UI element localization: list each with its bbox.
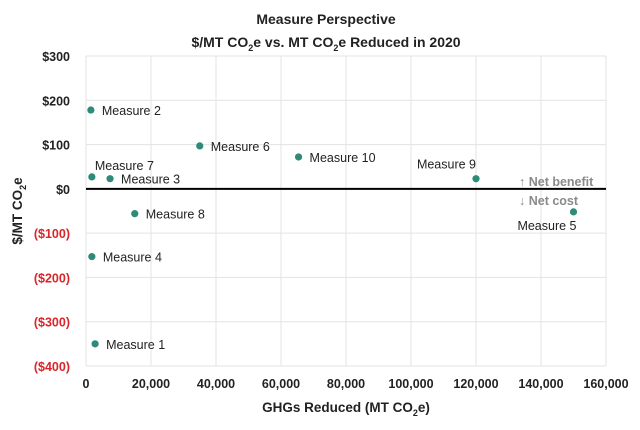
data-point [294,153,303,161]
y-axis-label: $/MT CO2e [10,177,28,245]
data-point [569,208,578,216]
x-axis-ticks: 0 20,000 40,000 60,000 80,000 100,000 120,000 1… [83,377,629,391]
x-tick-label: 0 [83,377,90,391]
data-point-label: Measure 8 [146,208,205,222]
y-axis-ticks: $300 $200 $100 $0 ($100) ($200) ($300) ($400) [34,50,70,374]
y-tick-label: $0 [56,183,70,197]
data-point [87,106,95,114]
y-tick-label: $100 [42,139,70,153]
data-point-label: Measure 6 [211,140,270,154]
data-point [106,175,114,183]
data-point [88,253,96,261]
net-cost-annotation: ↓ Net cost [519,194,579,208]
data-point [196,142,204,150]
x-tick-label: 100,000 [388,377,433,391]
data-point-label: Measure 7 [95,159,154,173]
x-tick-label: 80,000 [327,377,365,391]
x-tick-label: 20,000 [132,377,170,391]
data-point [88,173,96,181]
data-point-label: Measure 10 [310,151,376,165]
chart-title: Measure Perspective [256,11,396,27]
x-axis-label: GHGs Reduced (MT CO2e) [262,400,430,418]
y-tick-label: $200 [42,94,70,108]
data-point [91,340,99,348]
y-tick-label: ($400) [34,360,70,374]
y-tick-label: ($200) [34,271,70,285]
data-point-label: Measure 4 [103,251,162,265]
data-point [131,210,139,218]
data-point [472,175,480,183]
y-tick-label: ($100) [34,227,70,241]
x-tick-label: 160,000 [583,377,628,391]
y-tick-label: ($300) [34,316,70,330]
x-tick-label: 40,000 [197,377,235,391]
chart-subtitle: $/MT CO2e vs. MT CO2e Reduced in 2020 [191,34,460,53]
gridlines [85,55,607,367]
data-point-label: Measure 1 [106,338,165,352]
x-tick-label: 140,000 [518,377,563,391]
x-tick-label: 120,000 [453,377,498,391]
data-point-label: Measure 9 [417,158,476,172]
x-tick-label: 60,000 [262,377,300,391]
net-benefit-annotation: ↑ Net benefit [519,175,594,189]
data-points: Measure 1 Measure 2 Measure 3 Measure 4 Meas… [87,104,578,352]
data-point-label: Measure 5 [517,219,576,233]
data-point-label: Measure 2 [102,104,161,118]
y-tick-label: $300 [42,50,70,64]
data-point-label: Measure 3 [121,173,180,187]
